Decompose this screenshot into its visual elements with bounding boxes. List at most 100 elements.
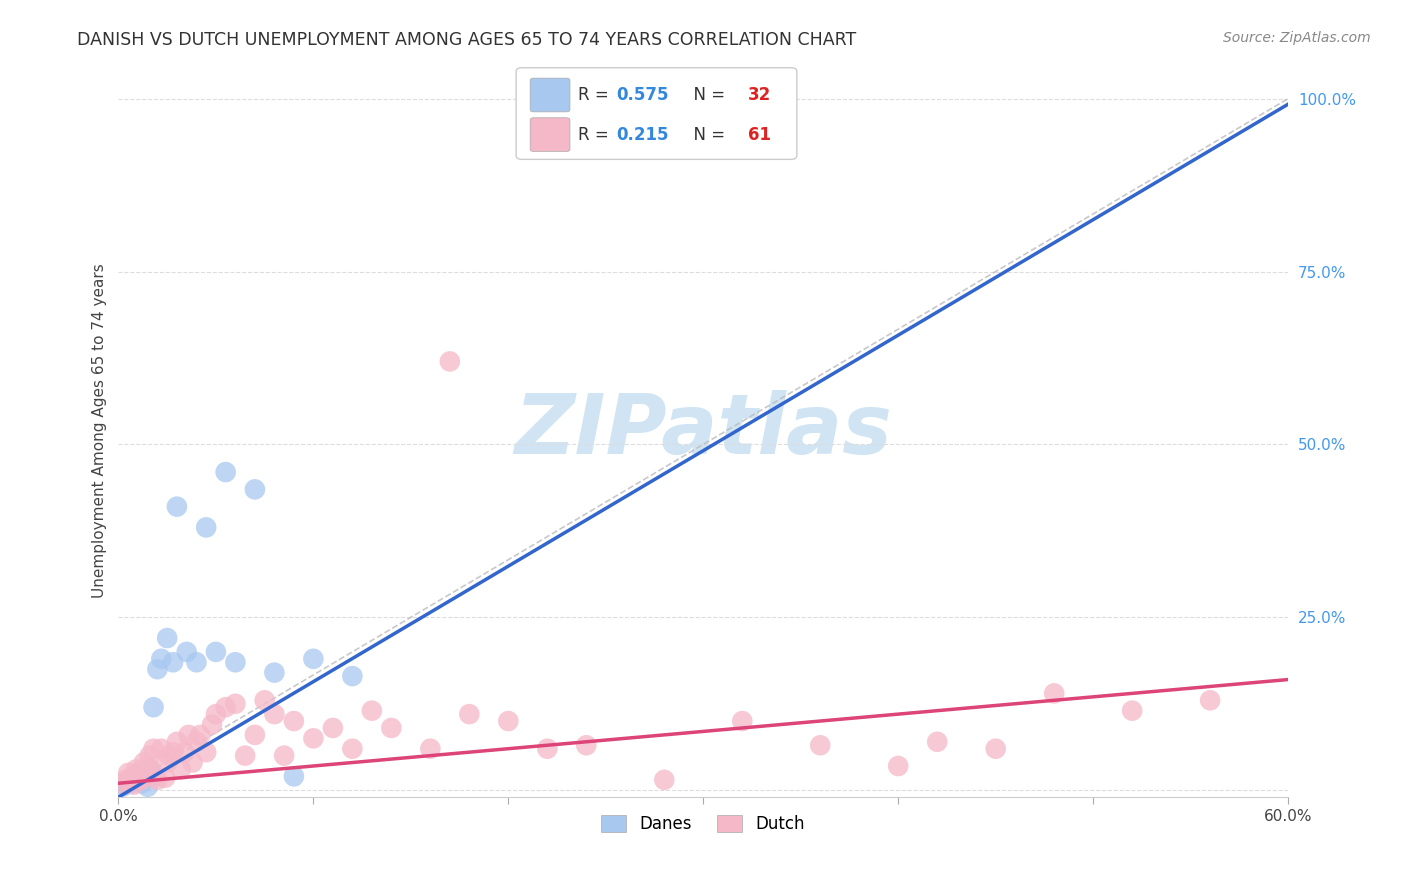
Point bbox=[283, 769, 305, 783]
Point bbox=[173, 745, 195, 759]
Point bbox=[138, 748, 160, 763]
Point bbox=[342, 741, 364, 756]
Text: 0.575: 0.575 bbox=[617, 86, 669, 104]
Point bbox=[214, 465, 236, 479]
Point bbox=[188, 728, 211, 742]
Point bbox=[122, 771, 145, 785]
Point bbox=[115, 778, 138, 792]
Point bbox=[181, 756, 204, 770]
Point bbox=[117, 765, 139, 780]
Point bbox=[273, 748, 295, 763]
Point bbox=[127, 765, 149, 780]
Point bbox=[146, 662, 169, 676]
Point bbox=[984, 741, 1007, 756]
Point bbox=[927, 735, 949, 749]
Point bbox=[186, 655, 208, 669]
Point bbox=[131, 776, 153, 790]
Text: DANISH VS DUTCH UNEMPLOYMENT AMONG AGES 65 TO 74 YEARS CORRELATION CHART: DANISH VS DUTCH UNEMPLOYMENT AMONG AGES … bbox=[77, 31, 856, 49]
Point bbox=[253, 693, 276, 707]
Point bbox=[887, 759, 910, 773]
Point bbox=[142, 741, 165, 756]
Point bbox=[112, 776, 135, 790]
Point bbox=[111, 780, 134, 794]
Point bbox=[135, 769, 157, 783]
Point bbox=[166, 500, 188, 514]
Point bbox=[224, 697, 246, 711]
Point bbox=[125, 763, 148, 777]
Point bbox=[214, 700, 236, 714]
Point bbox=[283, 714, 305, 728]
Point bbox=[162, 655, 184, 669]
Point bbox=[243, 728, 266, 742]
Text: 61: 61 bbox=[748, 126, 770, 144]
Point bbox=[439, 354, 461, 368]
Point bbox=[186, 735, 208, 749]
Point bbox=[132, 756, 155, 770]
Point bbox=[127, 772, 149, 787]
Point bbox=[233, 748, 256, 763]
Point bbox=[170, 763, 193, 777]
Point bbox=[205, 645, 228, 659]
Point bbox=[128, 768, 150, 782]
Y-axis label: Unemployment Among Ages 65 to 74 years: Unemployment Among Ages 65 to 74 years bbox=[93, 263, 107, 598]
Point bbox=[145, 769, 167, 783]
Point bbox=[263, 707, 285, 722]
Point bbox=[125, 769, 148, 783]
Text: N =: N = bbox=[683, 126, 731, 144]
FancyBboxPatch shape bbox=[530, 118, 569, 152]
Point bbox=[111, 776, 134, 790]
Point bbox=[166, 735, 188, 749]
Text: R =: R = bbox=[578, 126, 614, 144]
Legend: Danes, Dutch: Danes, Dutch bbox=[595, 808, 811, 840]
Point bbox=[808, 738, 831, 752]
Point bbox=[458, 707, 481, 722]
Point bbox=[122, 778, 145, 792]
Point bbox=[146, 772, 169, 787]
Point bbox=[1121, 704, 1143, 718]
Point bbox=[156, 756, 179, 770]
Point bbox=[115, 772, 138, 787]
Point bbox=[731, 714, 754, 728]
Point bbox=[419, 741, 441, 756]
Point bbox=[138, 763, 160, 777]
Point bbox=[302, 731, 325, 746]
Point bbox=[380, 721, 402, 735]
Point bbox=[135, 768, 157, 782]
Text: 0.215: 0.215 bbox=[617, 126, 669, 144]
Point bbox=[575, 738, 598, 752]
Point bbox=[117, 775, 139, 789]
Point bbox=[128, 771, 150, 785]
Point bbox=[263, 665, 285, 680]
FancyBboxPatch shape bbox=[530, 78, 569, 112]
Point bbox=[243, 483, 266, 497]
Point bbox=[360, 704, 382, 718]
Point bbox=[195, 520, 218, 534]
Point bbox=[136, 759, 159, 773]
Point bbox=[155, 771, 177, 785]
Point bbox=[1043, 686, 1066, 700]
Point bbox=[498, 714, 520, 728]
Point bbox=[201, 717, 224, 731]
Point bbox=[162, 745, 184, 759]
Point bbox=[195, 745, 218, 759]
Point bbox=[120, 775, 142, 789]
Point bbox=[121, 776, 143, 790]
Point bbox=[136, 780, 159, 794]
Text: ZIPatlas: ZIPatlas bbox=[515, 390, 893, 471]
Point bbox=[121, 769, 143, 783]
Point bbox=[142, 700, 165, 714]
Text: R =: R = bbox=[578, 86, 614, 104]
Point bbox=[536, 741, 558, 756]
Point bbox=[224, 655, 246, 669]
Point bbox=[322, 721, 344, 735]
Text: N =: N = bbox=[683, 86, 731, 104]
Point bbox=[177, 728, 200, 742]
Point bbox=[176, 645, 198, 659]
Point bbox=[1199, 693, 1222, 707]
Point bbox=[342, 669, 364, 683]
Point bbox=[150, 652, 173, 666]
Point bbox=[150, 741, 173, 756]
Point bbox=[652, 772, 675, 787]
Text: Source: ZipAtlas.com: Source: ZipAtlas.com bbox=[1223, 31, 1371, 45]
Text: 32: 32 bbox=[748, 86, 770, 104]
